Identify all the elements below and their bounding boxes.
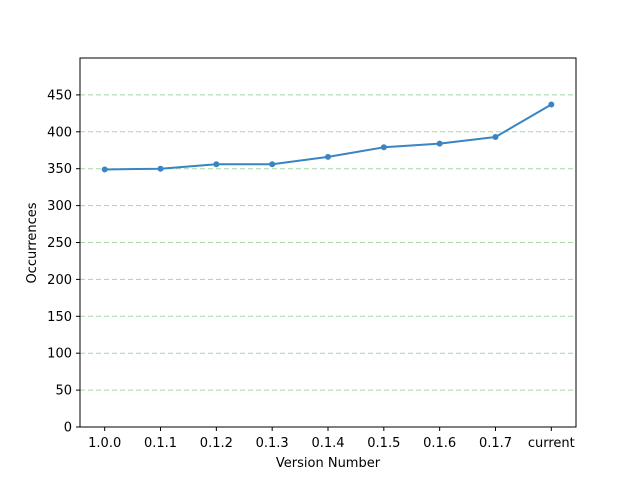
data-point-0-6	[436, 140, 443, 147]
y-tick-label-7: 350	[47, 162, 72, 177]
y-axis-label: Occurrences	[25, 202, 40, 283]
data-point-0-8	[548, 101, 555, 108]
data-point-0-3	[269, 161, 276, 168]
y-tick-label-3: 150	[47, 310, 72, 325]
data-point-0-2	[213, 161, 220, 168]
x-tick-label-0: 1.0.0	[88, 436, 121, 451]
data-point-0-1	[157, 165, 164, 172]
data-point-0-5	[380, 144, 387, 151]
y-tick-label-5: 250	[47, 236, 72, 251]
data-point-0-0	[101, 166, 108, 173]
y-tick-label-2: 100	[47, 347, 72, 362]
y-tick-label-0: 0	[64, 421, 72, 436]
y-tick-label-4: 200	[47, 273, 72, 288]
y-tick-label-9: 450	[47, 88, 72, 103]
x-tick-label-6: 0.1.6	[423, 436, 456, 451]
data-point-0-7	[492, 133, 499, 140]
x-tick-label-2: 0.1.2	[200, 436, 233, 451]
x-tick-label-8: current	[528, 436, 575, 451]
data-point-0-4	[325, 153, 331, 160]
x-tick-label-7: 0.1.7	[479, 436, 512, 451]
x-axis-label: Version Number	[276, 456, 381, 471]
series-layer	[101, 101, 555, 173]
y-tick-label-8: 400	[47, 125, 72, 140]
x-axis-ticks: 1.0.0 0.1.1 0.1.2 0.1.3 0.1.4 0.1.5 0.1.6 0.1.7…	[88, 427, 575, 451]
x-tick-label-3: 0.1.3	[256, 436, 289, 451]
x-tick-label-1: 0.1.1	[144, 436, 177, 451]
y-tick-label-6: 300	[47, 199, 72, 214]
y-tick-label-1: 50	[55, 384, 72, 399]
x-tick-label-5: 0.1.5	[367, 436, 400, 451]
y-axis-ticks: 0 50 100 150 200 250 300 350 400 450	[47, 88, 80, 436]
x-tick-label-4: 0.1.4	[311, 436, 344, 451]
